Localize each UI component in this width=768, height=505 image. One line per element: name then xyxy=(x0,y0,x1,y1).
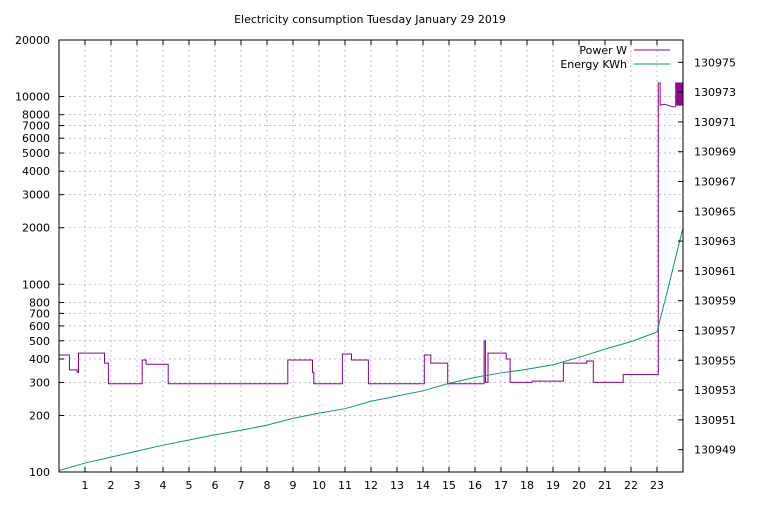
x-tick-label: 9 xyxy=(290,479,297,492)
y-left-tick-label: 500 xyxy=(29,335,50,348)
y-left-tick-label: 200 xyxy=(29,409,50,422)
y-right-tick-label: 130955 xyxy=(694,354,736,367)
x-tick-label: 6 xyxy=(212,479,219,492)
x-tick-label: 12 xyxy=(364,479,378,492)
y-left-tick-label: 400 xyxy=(29,353,50,366)
y-left-tick-label: 20000 xyxy=(15,34,50,47)
y-left-tick-label: 700 xyxy=(29,307,50,320)
legend-label-power: Power W xyxy=(579,44,627,57)
y-right-tick-label: 130975 xyxy=(694,56,736,69)
x-tick-label: 22 xyxy=(624,479,638,492)
y-left-tick-label: 2000 xyxy=(22,222,50,235)
y-left-tick-label: 300 xyxy=(29,376,50,389)
y-right-tick-label: 130965 xyxy=(694,205,736,218)
x-tick-label: 14 xyxy=(416,479,430,492)
y-right-tick-label: 130961 xyxy=(694,265,736,278)
x-tick-label: 18 xyxy=(520,479,534,492)
series-line-power xyxy=(59,82,683,385)
y-right-tick-label: 130953 xyxy=(694,384,736,397)
x-tick-label: 1 xyxy=(82,479,89,492)
y-left-tick-label: 600 xyxy=(29,320,50,333)
y-right-tick-label: 130963 xyxy=(694,235,736,248)
x-tick-label: 5 xyxy=(186,479,193,492)
y-right-tick-label: 130959 xyxy=(694,295,736,308)
x-tick-label: 23 xyxy=(650,479,664,492)
x-tick-label: 2 xyxy=(108,479,115,492)
x-tick-label: 10 xyxy=(312,479,326,492)
x-tick-label: 11 xyxy=(338,479,352,492)
x-tick-label: 16 xyxy=(468,479,482,492)
x-tick-label: 13 xyxy=(390,479,404,492)
y-left-tick-label: 800 xyxy=(29,296,50,309)
y-left-tick-label: 1000 xyxy=(22,278,50,291)
y-right-tick-label: 130949 xyxy=(694,444,736,457)
y-left-tick-label: 100 xyxy=(29,466,50,479)
chart-title: Electricity consumption Tuesday January … xyxy=(234,13,506,26)
x-tick-label: 8 xyxy=(264,479,271,492)
x-tick-label: 19 xyxy=(546,479,560,492)
y-left-tick-label: 8000 xyxy=(22,109,50,122)
x-tick-label: 3 xyxy=(134,479,141,492)
y-right-tick-label: 130969 xyxy=(694,146,736,159)
y-right-tick-label: 130957 xyxy=(694,324,736,337)
y-left-tick-label: 4000 xyxy=(22,165,50,178)
x-tick-label: 17 xyxy=(494,479,508,492)
y-left-tick-label: 10000 xyxy=(15,91,50,104)
y-left-tick-label: 6000 xyxy=(22,132,50,145)
y-left-tick-label: 3000 xyxy=(22,189,50,202)
y-right-tick-label: 130971 xyxy=(694,116,736,129)
legend-label-energy: Energy KWh xyxy=(560,58,627,71)
y-left-tick-label: 5000 xyxy=(22,147,50,160)
y-right-tick-label: 130967 xyxy=(694,176,736,189)
y-right-tick-label: 130973 xyxy=(694,86,736,99)
x-tick-label: 7 xyxy=(238,479,245,492)
series-line-energy xyxy=(58,227,684,471)
x-tick-label: 20 xyxy=(572,479,586,492)
x-tick-label: 4 xyxy=(160,479,167,492)
x-tick-label: 21 xyxy=(598,479,612,492)
legend: Power W Energy KWh xyxy=(560,44,670,71)
x-tick-label: 15 xyxy=(442,479,456,492)
y-right-tick-label: 130951 xyxy=(694,414,736,427)
y-left-tick-label: 7000 xyxy=(22,120,50,133)
